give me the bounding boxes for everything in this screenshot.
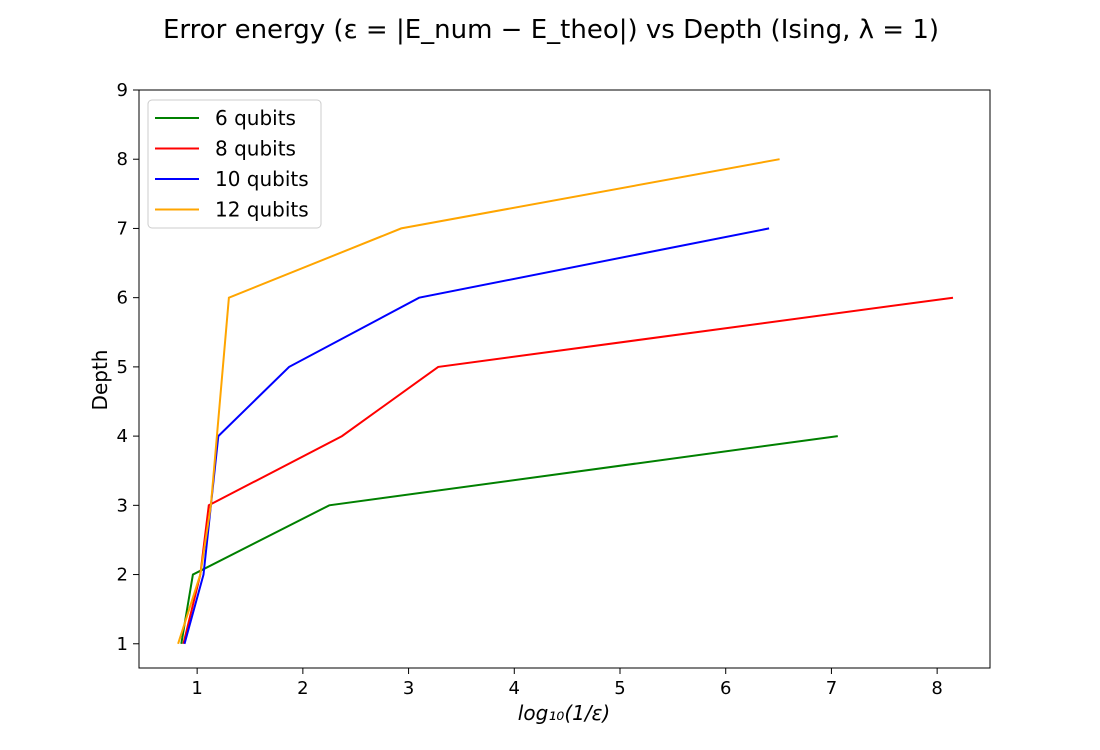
x-tick-label-3: 4 <box>509 678 520 699</box>
y-axis-label: Depth <box>88 350 112 411</box>
legend-label-2: 10 qubits <box>215 167 309 191</box>
x-tick-label-7: 8 <box>931 678 942 699</box>
series-line-3 <box>177 158 780 645</box>
series-line-2 <box>183 227 770 645</box>
series-line-1 <box>182 296 954 645</box>
legend: 6 qubits 8 qubits 10 qubits 12 qubits <box>147 99 322 229</box>
x-tick-label-4: 5 <box>614 678 625 699</box>
legend-label-0: 6 qubits <box>215 106 296 130</box>
plot-frame <box>138 89 991 669</box>
y-tick-label-1: 2 <box>117 565 128 586</box>
y-tick-label-5: 6 <box>117 288 128 309</box>
x-tick-label-1: 2 <box>297 678 308 699</box>
x-tick-label-5: 6 <box>720 678 731 699</box>
y-tick-label-3: 4 <box>117 426 128 447</box>
y-tick-label-0: 1 <box>117 634 128 655</box>
series-line-0 <box>180 435 838 644</box>
x-axis-label: log₁₀(1/ε) <box>518 701 610 725</box>
x-tick-label-0: 1 <box>191 678 202 699</box>
y-tick-label-2: 3 <box>117 495 128 516</box>
axis-ticks: 1 2 3 4 5 6 7 8 1 2 3 4 5 6 7 8 9 <box>117 80 943 699</box>
chart-title: Error energy (ε = |E_num − E_theo|) vs D… <box>163 15 939 45</box>
legend-box <box>147 99 322 229</box>
y-tick-label-8: 9 <box>117 80 128 101</box>
y-tick-label-6: 7 <box>117 218 128 239</box>
legend-label-1: 8 qubits <box>215 137 296 161</box>
x-tick-label-2: 3 <box>403 678 414 699</box>
x-tick-label-6: 7 <box>826 678 837 699</box>
legend-label-3: 12 qubits <box>215 198 309 222</box>
plot-area <box>177 158 954 645</box>
y-tick-label-7: 8 <box>117 149 128 170</box>
y-tick-label-4: 5 <box>117 357 128 378</box>
